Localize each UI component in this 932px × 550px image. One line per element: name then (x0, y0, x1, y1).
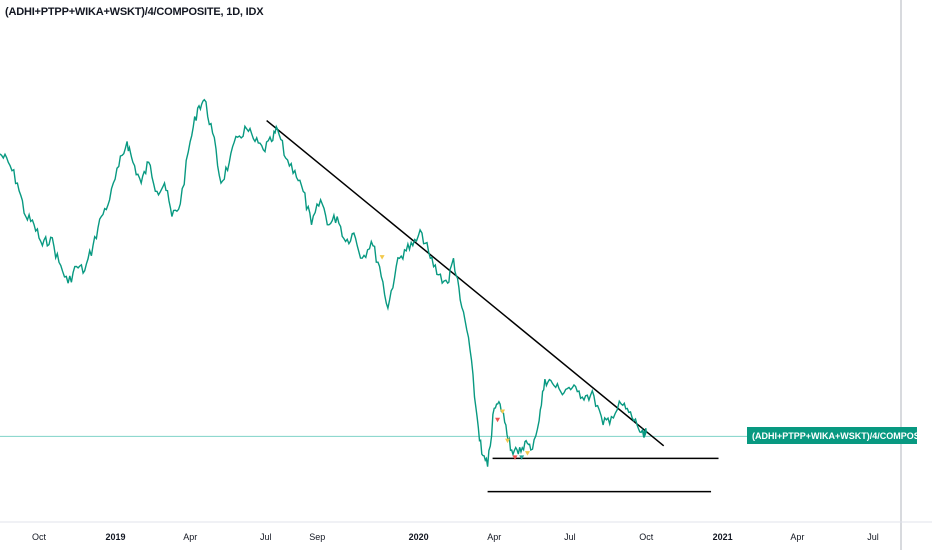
x-tick-label-5: Sep (309, 532, 325, 542)
signal-marker-2 (495, 417, 501, 423)
x-tick-label-1: Oct (32, 532, 47, 542)
price-label-text: (ADHI+PTPP+WIKA+WSKT)/4/COMPOSITE - 0 (752, 431, 932, 441)
x-tick-label-9: Oct (639, 532, 654, 542)
series-line (0, 98, 647, 467)
signal-marker-5 (512, 455, 518, 460)
price-label: (ADHI+PTPP+WIKA+WSKT)/4/COMPOSITE - 0 (747, 427, 932, 444)
x-tick-label-12: Jul (867, 532, 879, 542)
x-tick-label-6: 2020 (409, 532, 429, 542)
x-tick-label-11: Apr (790, 532, 804, 542)
x-tick-label-8: Jul (564, 532, 576, 542)
signal-marker-6 (519, 455, 525, 460)
x-tick-label-7: Apr (487, 532, 501, 542)
x-tick-label-3: Apr (183, 532, 197, 542)
signal-marker-4 (505, 438, 511, 444)
signal-marker-3 (500, 409, 506, 414)
x-tick-label-4: Jul (260, 532, 272, 542)
x-tick-label-10: 2021 (713, 532, 733, 542)
chart-title: (ADHI+PTPP+WIKA+WSKT)/4/COMPOSITE, 1D, I… (5, 6, 264, 18)
signal-marker-7 (524, 451, 530, 456)
signal-marker-1 (379, 255, 385, 260)
trendline-1[interactable] (266, 119, 665, 447)
x-tick-label-2: 2019 (105, 532, 125, 542)
